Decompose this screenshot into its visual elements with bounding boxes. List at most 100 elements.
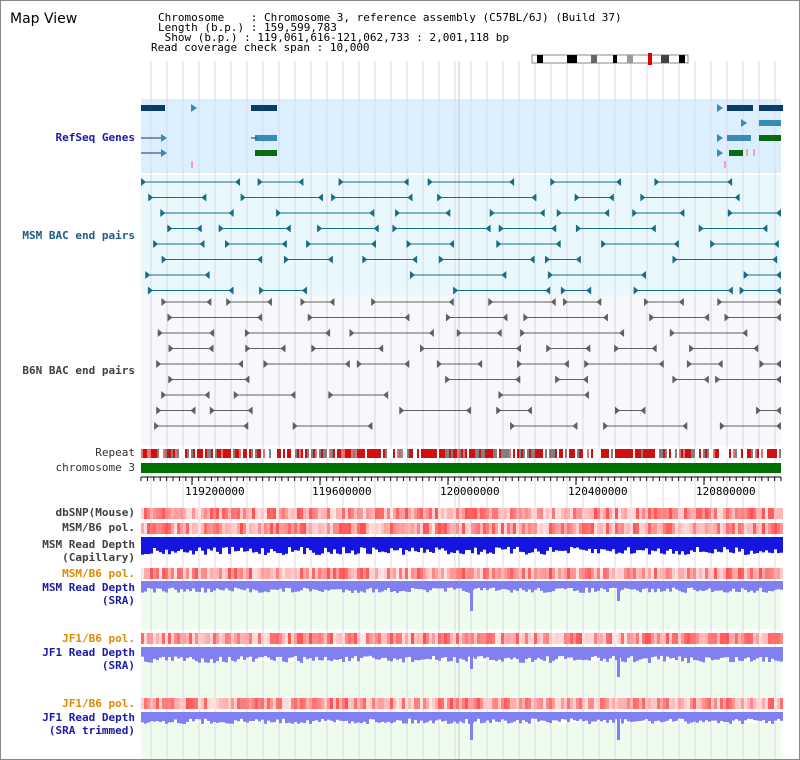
msm-b6-pol-heat-cell [741,568,744,579]
repeat-bar [459,449,461,458]
track-label-jf1-depth-2-sub: (SRA trimmed) [48,724,135,737]
jf1-trimmed-depth-bar [165,712,168,724]
msm-sra-depth-bar [174,581,177,590]
msm-capillary-depth-bar [636,537,639,551]
msm-capillary-depth-bar [393,537,396,551]
repeat-bar [555,449,557,458]
jf1-b6-pol-heat-cell [219,698,222,709]
jf1-b6-pol-heat-cell [510,698,513,709]
msm-bac-end [679,209,685,217]
msm-b6-pol-heat-cell [153,523,156,534]
msm-b6-pol-heat-cell [594,523,597,534]
msm-b6-pol-heat-cell [630,568,633,579]
jf1-trimmed-depth-bar [387,712,390,722]
jf1-trimmed-depth-bar [666,712,669,721]
msm-b6-pol-heat-cell [324,523,327,534]
jf1-b6-pol-heat-cell [597,698,600,709]
jf1-sra-depth-bar [759,647,762,658]
jf1-b6-pol-heat-cell [564,633,567,644]
msm-b6-pol-heat-cell [720,568,723,579]
repeat-bar [623,449,625,458]
dbsnp-heat-cell [678,508,681,519]
msm-sra-depth-bar [183,581,186,592]
track-label-refseq: RefSeq Genes [55,131,135,144]
repeat-bar [217,449,219,458]
jf1-trimmed-depth-bar [588,712,591,724]
jf1-b6-pol-heat-cell [771,633,774,644]
msm-b6-pol-heat-cell [516,523,519,534]
b6n-bac-end [168,344,174,353]
dbsnp-heat-cell [615,508,618,519]
jf1-b6-pol-heat-cell [585,633,588,644]
jf1-b6-pol-heat-cell [570,698,573,709]
repeat-bar [333,449,335,458]
repeat-bar [397,449,399,458]
msm-capillary-depth-bar [156,537,159,551]
jf1-b6-pol-heat-cell [726,633,729,644]
jf1-b6-pol-heat-cell [414,633,417,644]
msm-b6-pol-heat-cell [699,568,702,579]
b6n-bac-end [356,360,362,368]
msm-b6-pol-heat-cell [492,523,495,534]
dbsnp-heat-cell [675,508,678,519]
msm-b6-pol-heat-cell [210,523,213,534]
dbsnp-heat-cell [291,508,294,519]
msm-b6-pol-heat-cell [636,568,639,579]
repeat-bar [603,449,605,458]
dbsnp-heat-cell [390,508,393,519]
dbsnp-heat-cell [270,508,273,519]
repeat-bar [775,449,777,458]
repeat-bar [685,449,687,458]
dbsnp-heat-cell [276,508,279,519]
jf1-b6-pol-heat-cell [396,633,399,644]
jf1-trimmed-depth-bar [513,712,516,722]
jf1-b6-pol-heat-cell [474,698,477,709]
jf1-b6-pol-heat-cell [366,698,369,709]
msm-sra-depth-bar [729,581,732,592]
dbsnp-heat-cell [624,508,627,519]
msm-sra-depth-bar [711,581,714,593]
msm-b6-pol-heat-cell [741,523,744,534]
repeat-bar [463,449,465,458]
msm-b6-pol-heat-cell [579,523,582,534]
msm-sra-depth-bar [153,581,156,593]
jf1-trimmed-depth-bar [780,712,783,721]
jf1-b6-pol-heat-cell [324,633,327,644]
jf1-b6-pol-heat-cell [651,698,654,709]
repeat-bar [361,449,363,458]
msm-b6-pol-heat-cell [612,523,615,534]
jf1-trimmed-depth-bar [525,712,528,723]
jf1-b6-pol-heat-cell [384,698,387,709]
msm-sra-depth-bar [249,581,252,593]
jf1-b6-pol-heat-cell [624,698,627,709]
jf1-trimmed-depth-bar [720,712,723,721]
jf1-b6-pol-heat-cell [663,633,666,644]
repeat-bar [359,449,361,458]
jf1-trimmed-depth-bar [669,712,672,720]
jf1-sra-depth-bar [441,647,444,658]
msm-sra-depth-bar [147,581,150,589]
jf1-sra-depth-bar [255,647,258,659]
jf1-sra-depth-bar [216,647,219,662]
msm-b6-pol-heat-cell [393,568,396,579]
b6n-bac-end [584,391,590,399]
jf1-b6-pol-heat-cell [495,633,498,644]
msm-capillary-depth-bar [444,537,447,551]
jf1-sra-depth-bar [291,647,294,658]
msm-b6-pol-heat-cell [276,523,279,534]
track-label-msm-bac: MSM BAC end pairs [22,229,135,242]
jf1-trimmed-depth-bar [750,712,753,719]
jf1-b6-pol-heat-cell [195,698,198,709]
msm-sra-depth-bar [423,581,426,590]
repeat-bar [439,449,441,458]
msm-capillary-depth-bar [456,537,459,551]
jf1-b6-pol-heat-cell [681,633,684,644]
jf1-b6-pol-heat-cell [180,698,183,709]
jf1-b6-pol-heat-cell [768,633,771,644]
msm-b6-pol-heat-cell [192,523,195,534]
jf1-sra-depth-bar [318,647,321,661]
msm-capillary-depth-bar [423,537,426,553]
jf1-trimmed-depth-bar [627,712,630,722]
b6n-bac-end [307,313,313,322]
